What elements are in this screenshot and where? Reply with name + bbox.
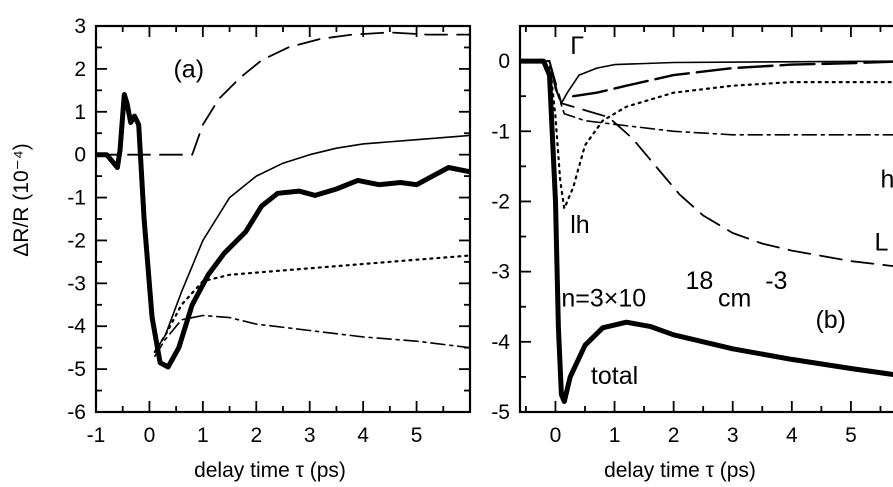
x-tick-label-b: 5	[845, 424, 857, 447]
x-tick-label-b: 1	[609, 424, 621, 447]
annotations-a: (a)	[173, 55, 204, 83]
x-tick-label-b: 3	[727, 424, 739, 447]
y-tick-label-a: -3	[67, 272, 86, 295]
x-tick-label-a: 1	[197, 424, 209, 447]
x-tick-label-b: 2	[668, 424, 680, 447]
annotation-b: 18	[685, 267, 713, 295]
x-axis-label-a: delay time τ (ps)	[194, 459, 346, 482]
annotation-b: (b)	[815, 306, 846, 334]
annotation-b: Γ	[570, 32, 584, 60]
y-tick-label-a: 1	[74, 101, 86, 124]
annotation-b: L	[875, 229, 889, 257]
y-tick-label-b: -2	[491, 190, 510, 213]
x-tick-label-b: 0	[550, 424, 562, 447]
y-tick-label-a: 0	[74, 144, 86, 167]
annotation-a: (a)	[173, 55, 204, 83]
annotation-b: -3	[765, 267, 787, 295]
y-tick-label-a: -4	[67, 315, 86, 338]
x-axis-label-b: delay time τ (ps)	[604, 459, 756, 482]
y-tick-label-b: -3	[491, 261, 510, 284]
y-tick-label-b: -4	[491, 331, 510, 354]
annotation-b: cm	[718, 285, 751, 313]
x-tick-label-a: 5	[411, 424, 423, 447]
y-tick-label-b: 0	[498, 50, 510, 73]
annotation-b: hh	[880, 165, 893, 193]
y-tick-label-a: -2	[67, 229, 86, 252]
x-tick-label-b: 4	[786, 424, 798, 447]
x-tick-label-a: 0	[144, 424, 156, 447]
x-tick-label-a: 2	[250, 424, 262, 447]
x-tick-label-a: 4	[357, 424, 369, 447]
y-tick-label-a: -5	[67, 358, 86, 381]
x-tick-label-a: -1	[87, 424, 106, 447]
y-tick-label-a: 3	[74, 15, 86, 38]
y-tick-label-a: -6	[67, 401, 86, 424]
annotation-b: total	[591, 362, 638, 390]
y-tick-label-a: -1	[67, 187, 86, 210]
annotation-b: lh	[570, 211, 589, 239]
y-tick-label-a: 2	[74, 58, 86, 81]
y-axis-label-a: ΔR/R (10⁻⁴)	[10, 143, 33, 256]
annotation-b: n=3×10	[561, 285, 646, 313]
y-tick-label-b: -1	[491, 120, 510, 143]
x-tick-label-a: 3	[304, 424, 316, 447]
y-tick-label-b: -5	[491, 401, 510, 424]
